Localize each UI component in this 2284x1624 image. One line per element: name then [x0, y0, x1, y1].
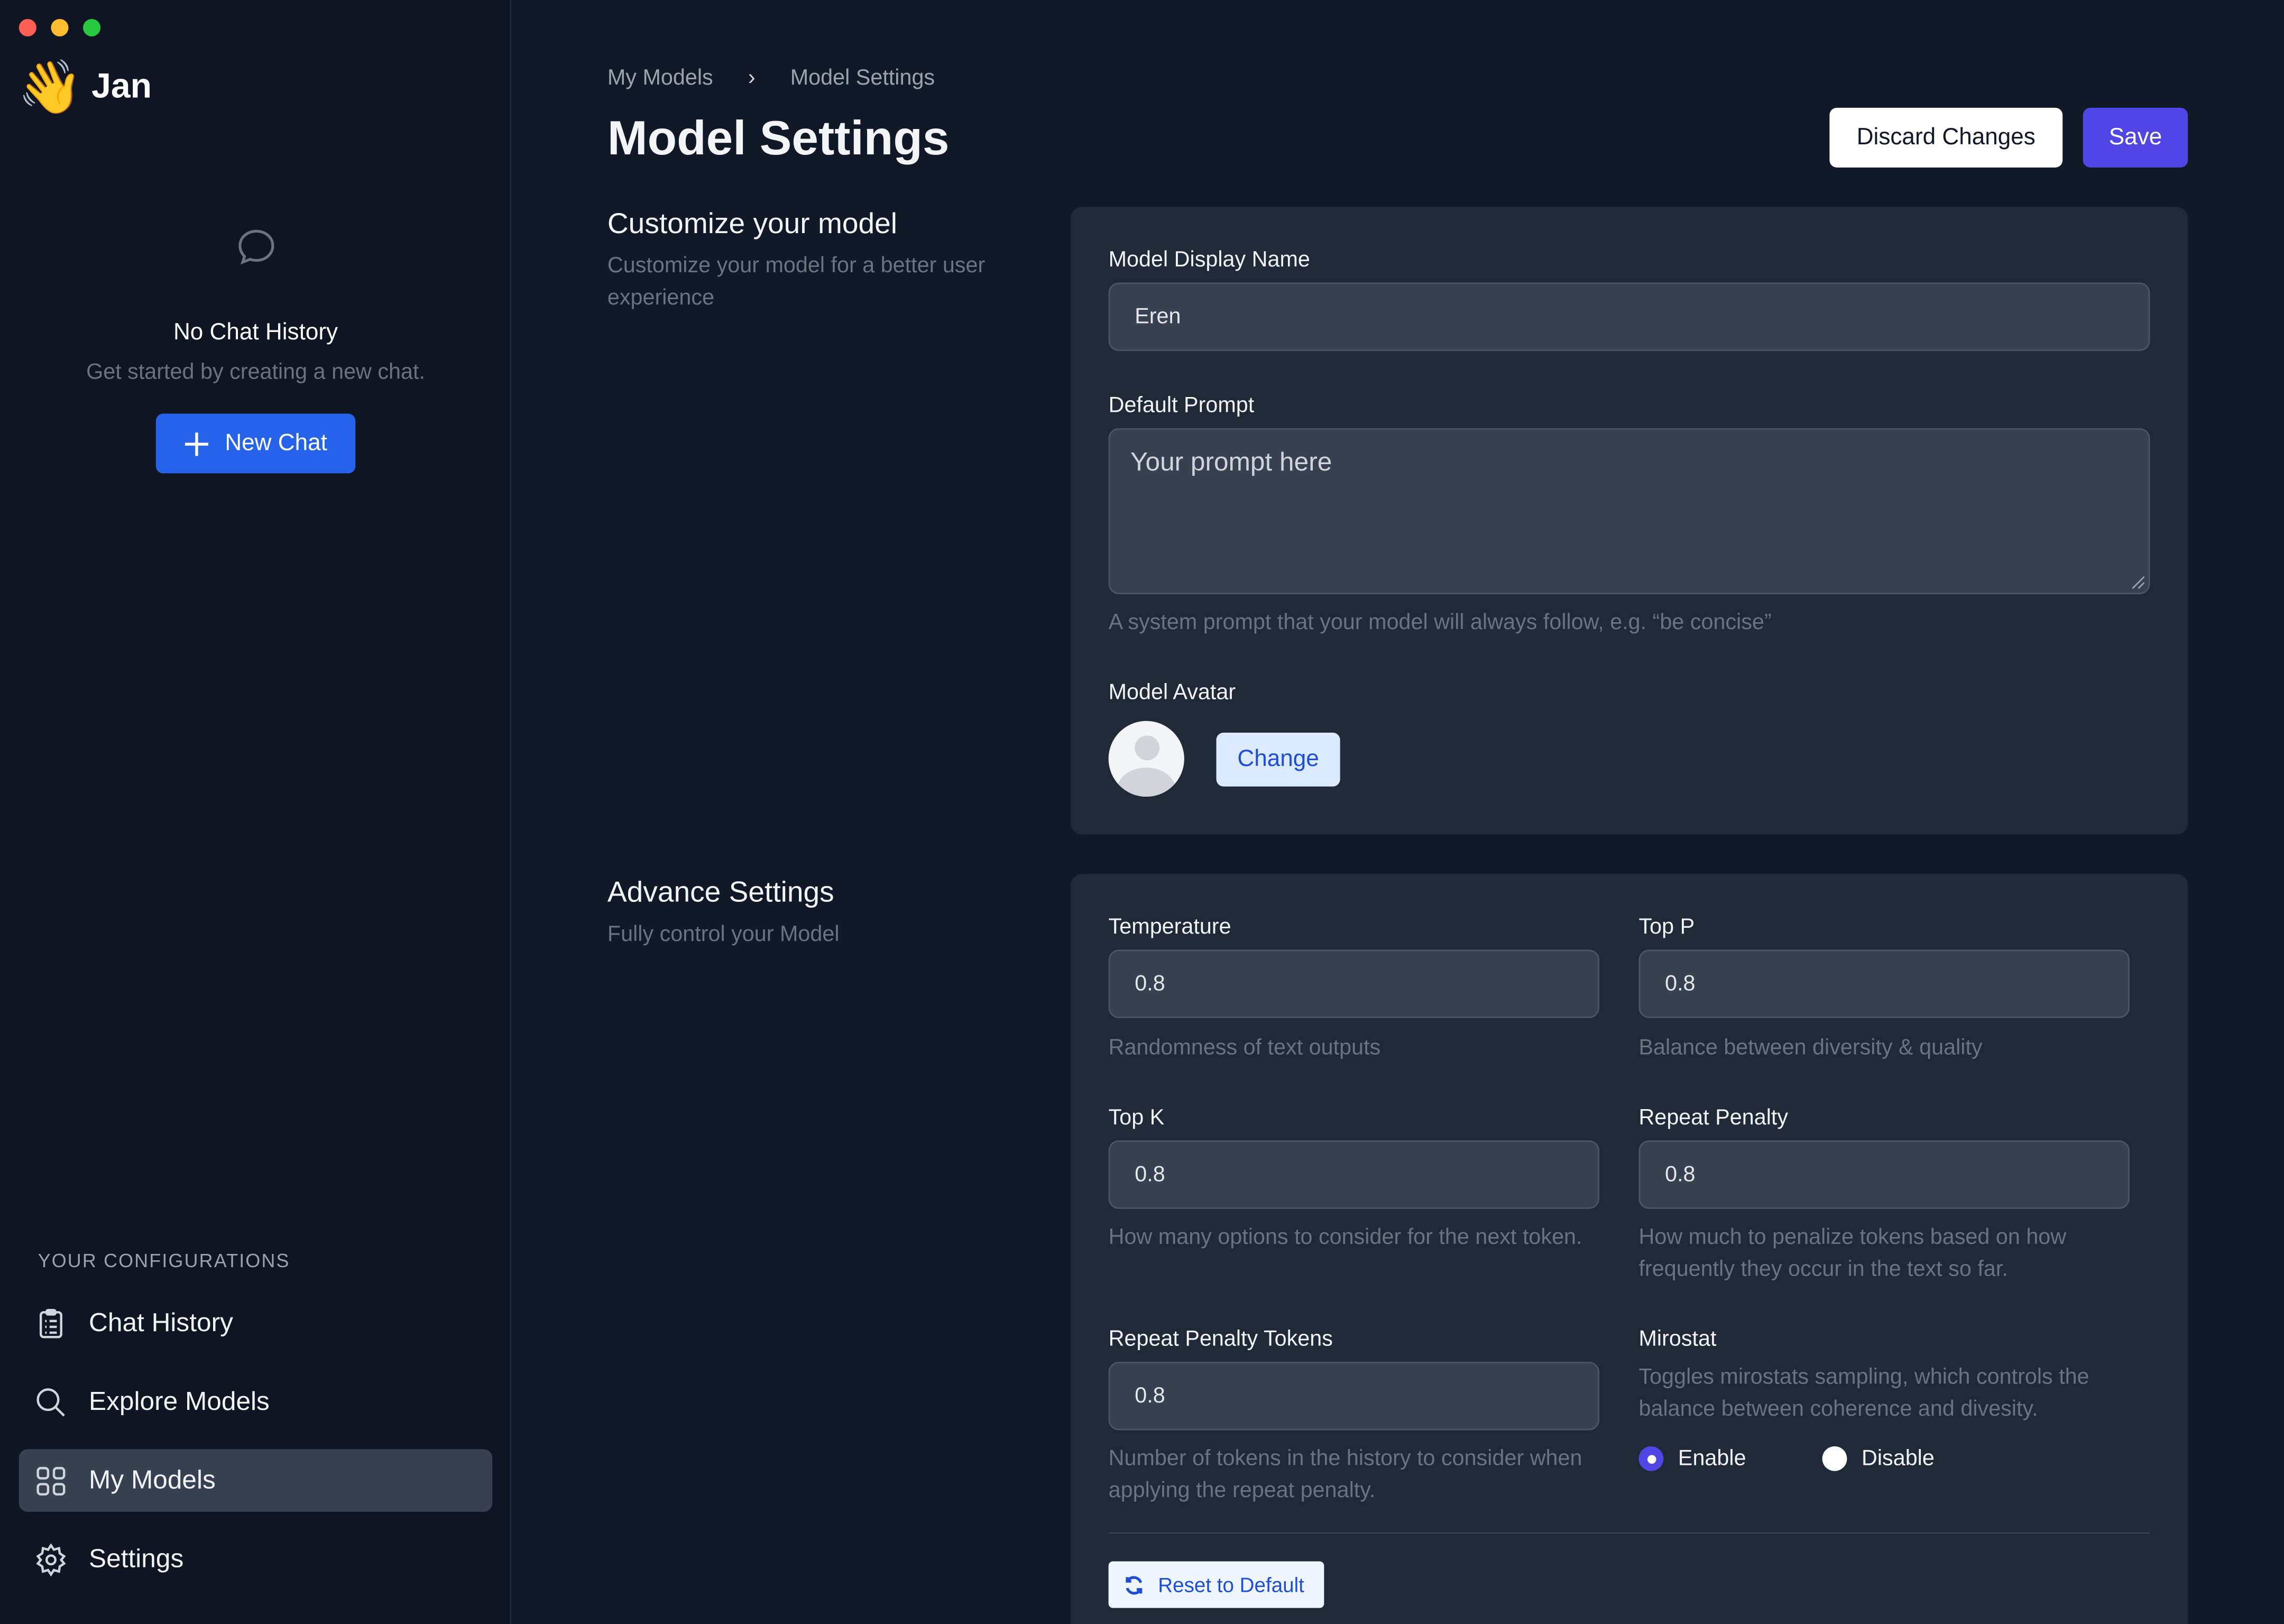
model-avatar: [1108, 721, 1184, 797]
display-name-label: Model Display Name: [1108, 247, 1310, 273]
configurations-label: YOUR CONFIGURATIONS: [38, 1249, 290, 1272]
model-avatar-label: Model Avatar: [1108, 680, 1236, 705]
search-icon: [36, 1387, 65, 1416]
repeat-penalty-label: Repeat Penalty: [1638, 1105, 1789, 1130]
default-prompt-textarea[interactable]: Your prompt here: [1108, 428, 2150, 595]
top-p-input[interactable]: 0.8: [1638, 949, 2130, 1018]
chevron-right-icon: ›: [748, 65, 756, 90]
window-maximize-button[interactable]: [83, 19, 101, 36]
sidebar-item-label: Settings: [89, 1544, 184, 1573]
repeat-penalty-input[interactable]: 0.8: [1638, 1140, 2130, 1209]
sidebar-item-my-models[interactable]: My Models: [19, 1449, 493, 1512]
sidebar-item-explore-models[interactable]: Explore Models: [19, 1371, 492, 1433]
sidebar-item-settings[interactable]: Settings: [19, 1528, 492, 1590]
mirostat-disable-radio[interactable]: Disable: [1822, 1446, 1935, 1471]
top-k-input[interactable]: 0.8: [1108, 1140, 1600, 1209]
default-prompt-help: A system prompt that your model will alw…: [1108, 610, 1772, 635]
default-prompt-label: Default Prompt: [1108, 393, 1255, 418]
page-title: Model Settings: [607, 110, 950, 165]
top-k-label: Top K: [1108, 1105, 1165, 1130]
customize-card: Model Display Name Eren Default Prompt Y…: [1070, 207, 2188, 835]
display-name-input[interactable]: Eren: [1108, 282, 2150, 351]
new-chat-button[interactable]: New Chat: [155, 413, 356, 474]
new-chat-label: New Chat: [225, 430, 327, 455]
temperature-input[interactable]: 0.8: [1108, 949, 1600, 1018]
gear-icon: [36, 1542, 66, 1576]
prompt-placeholder: Your prompt here: [1130, 447, 1332, 476]
customize-section-title: Customize your model: [607, 208, 898, 241]
repeat-penalty-tokens-input[interactable]: 0.8: [1108, 1362, 1600, 1431]
top-p-help: Balance between diversity & quality: [1638, 1035, 1983, 1060]
sidebar-item-label: Chat History: [89, 1308, 233, 1337]
repeat-penalty-help: How much to penalize tokens based on how…: [1638, 1225, 2067, 1282]
top-p-label: Top P: [1638, 915, 1695, 940]
resize-handle-icon[interactable]: [2128, 573, 2145, 590]
reset-label: Reset to Default: [1158, 1573, 1304, 1597]
advanced-section-subtitle: Fully control your Model: [607, 921, 840, 947]
app-logo: 👋 Jan: [17, 57, 152, 117]
empty-title: No Chat History: [173, 320, 338, 345]
breadcrumb-model-settings: Model Settings: [790, 65, 935, 90]
mirostat-help: Toggles mirostats sampling, which contro…: [1638, 1364, 2089, 1422]
advanced-card: Temperature 0.8 Randomness of text outpu…: [1070, 874, 2188, 1624]
breadcrumb-my-models[interactable]: My Models: [607, 65, 713, 90]
enable-label: Enable: [1678, 1446, 1746, 1471]
clipboard-icon: [39, 1308, 62, 1338]
change-avatar-button[interactable]: Change: [1216, 732, 1340, 787]
window-minimize-button[interactable]: [51, 19, 69, 36]
chat-bubble-icon: [237, 229, 274, 265]
sidebar-item-label: Explore Models: [89, 1386, 270, 1416]
waving-hand-icon: 👋: [17, 57, 83, 117]
customize-section-subtitle: Customize your model for a better user e…: [607, 253, 986, 310]
grid-icon: [36, 1466, 66, 1495]
temperature-help: Randomness of text outputs: [1108, 1035, 1381, 1060]
refresh-icon: [1126, 1575, 1143, 1594]
reset-to-default-button[interactable]: Reset to Default: [1108, 1561, 1324, 1608]
sidebar-item-chat-history[interactable]: Chat History: [19, 1292, 492, 1354]
empty-chat-state: No Chat History Get started by creating …: [0, 226, 511, 384]
radio-selected-icon[interactable]: [1638, 1446, 1664, 1471]
radio-unselected-icon[interactable]: [1822, 1446, 1847, 1471]
divider: [1108, 1532, 2150, 1534]
app-name: Jan: [91, 67, 152, 107]
plus-icon: [185, 431, 209, 455]
advanced-section-title: Advance Settings: [607, 876, 834, 909]
discard-changes-button[interactable]: Discard Changes: [1829, 107, 2063, 168]
sidebar-item-label: My Models: [89, 1465, 216, 1494]
repeat-penalty-tokens-label: Repeat Penalty Tokens: [1108, 1326, 1333, 1352]
repeat-penalty-tokens-help: Number of tokens in the history to consi…: [1108, 1446, 1582, 1503]
mirostat-label: Mirostat: [1638, 1326, 1717, 1352]
temperature-label: Temperature: [1108, 915, 1231, 940]
disable-label: Disable: [1862, 1446, 1935, 1471]
save-button[interactable]: Save: [2083, 107, 2188, 168]
empty-subtitle: Get started by creating a new chat.: [86, 359, 425, 385]
top-k-help: How many options to consider for the nex…: [1108, 1225, 1582, 1250]
window-close-button[interactable]: [19, 19, 36, 36]
mirostat-enable-radio[interactable]: Enable: [1638, 1446, 1746, 1471]
sidebar: 👋 Jan No Chat History Get started by cre…: [0, 0, 512, 1624]
breadcrumb: My Models › Model Settings: [607, 66, 935, 90]
